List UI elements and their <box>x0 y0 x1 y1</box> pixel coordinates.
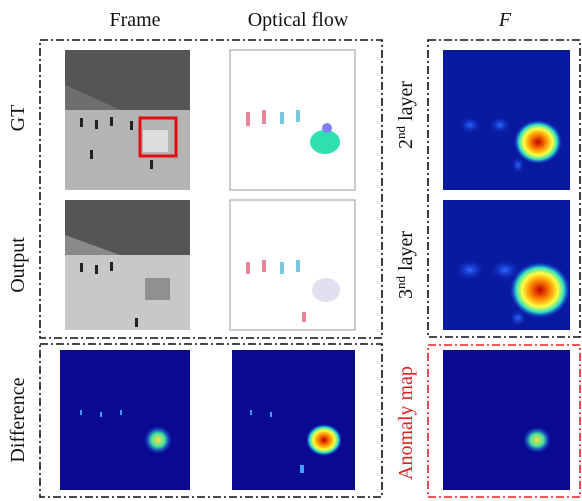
difference-map <box>60 350 190 490</box>
layer-number: 3 <box>395 289 417 299</box>
layer-text: layer <box>395 231 417 276</box>
anomaly-map-image <box>443 350 570 490</box>
difference-map <box>232 350 355 490</box>
row-label: GT <box>7 105 29 132</box>
figure: Frame Optical flow F GT Output Differenc… <box>0 0 582 501</box>
layer-sup: nd <box>393 275 408 289</box>
column-header: F <box>498 9 512 31</box>
feature-map <box>443 50 570 190</box>
row-label: Output <box>7 237 29 293</box>
layer-text: layer <box>395 81 417 126</box>
column-header: Frame <box>109 9 160 31</box>
layer-label: 2nd layer <box>393 81 417 149</box>
gt-frame <box>65 50 190 190</box>
column-header: Optical flow <box>248 9 349 31</box>
output-frame <box>65 200 190 330</box>
optical-flow-image <box>230 50 355 190</box>
layer-number: 2 <box>395 139 417 149</box>
feature-map <box>443 200 570 330</box>
optical-flow-image <box>230 200 355 330</box>
anomaly-label: Anomaly map <box>395 366 417 480</box>
layer-sup: nd <box>393 125 408 139</box>
row-label: Difference <box>7 377 29 462</box>
layer-label: 3nd layer <box>393 231 417 299</box>
